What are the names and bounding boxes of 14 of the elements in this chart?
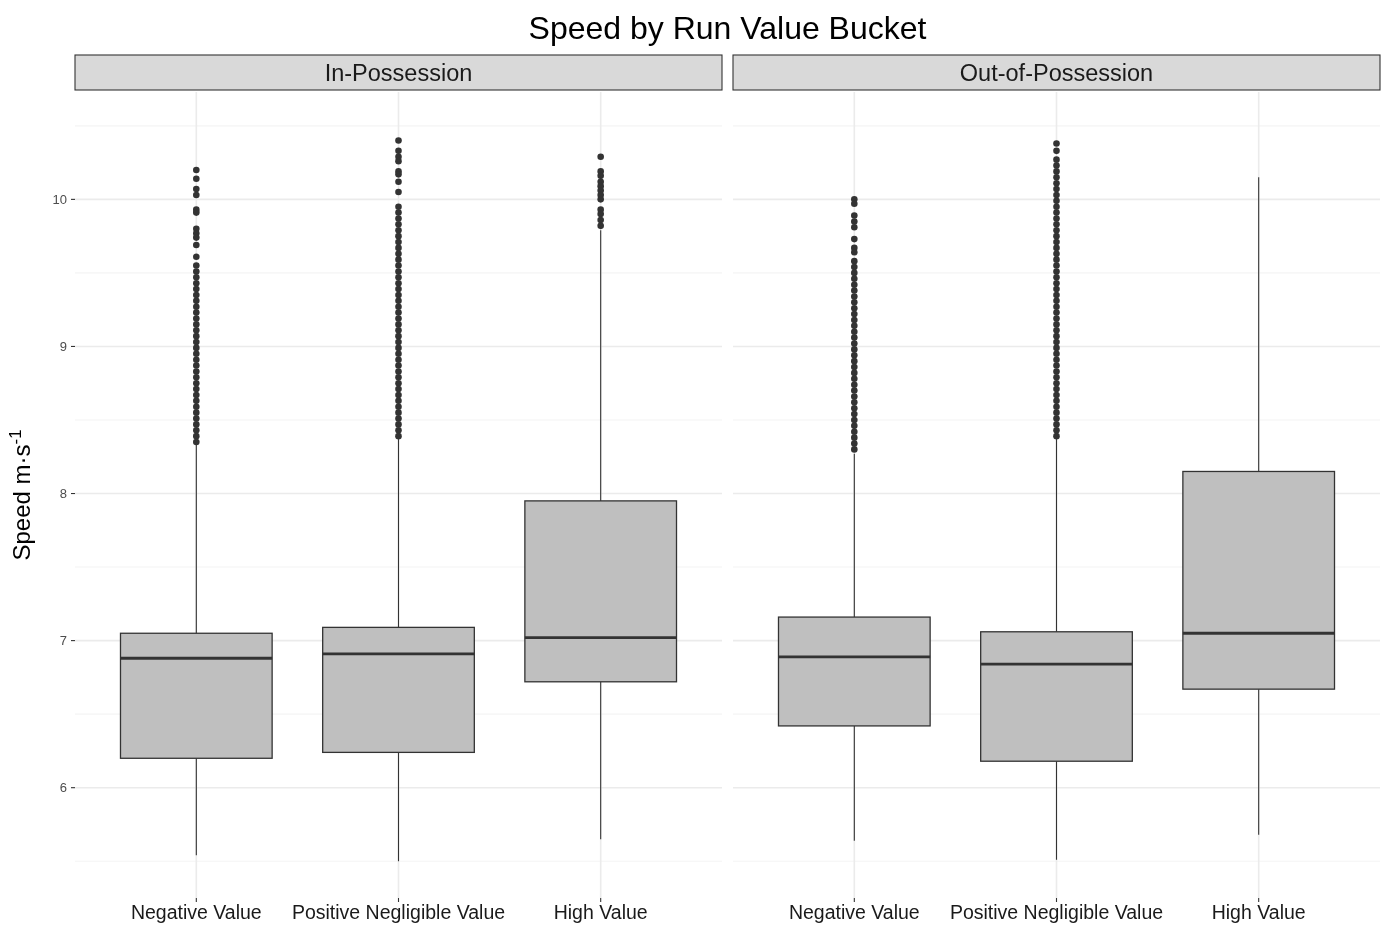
chart-title: Speed by Run Value Bucket bbox=[528, 10, 927, 46]
x-tick-label: High Value bbox=[553, 901, 648, 923]
y-tick-label: 7 bbox=[59, 633, 67, 649]
y-tick-label: 6 bbox=[59, 780, 67, 796]
y-tick-label: 9 bbox=[59, 339, 67, 354]
x-tick-label: High Value bbox=[1211, 901, 1306, 923]
y-tick-label: 8 bbox=[59, 486, 67, 502]
x-tick-label: Positive Negligible Value bbox=[949, 901, 1164, 923]
chart-subtitle: In-Possession bbox=[324, 60, 473, 86]
x-tick-label: Negative Value bbox=[130, 901, 262, 923]
x-tick-label: Negative Value bbox=[788, 901, 920, 923]
x-tick-label: Positive Negligible Value bbox=[291, 901, 506, 923]
y-tick-label: 10 bbox=[52, 191, 67, 207]
chart-subtitle: Out-of-Possession bbox=[959, 60, 1154, 86]
